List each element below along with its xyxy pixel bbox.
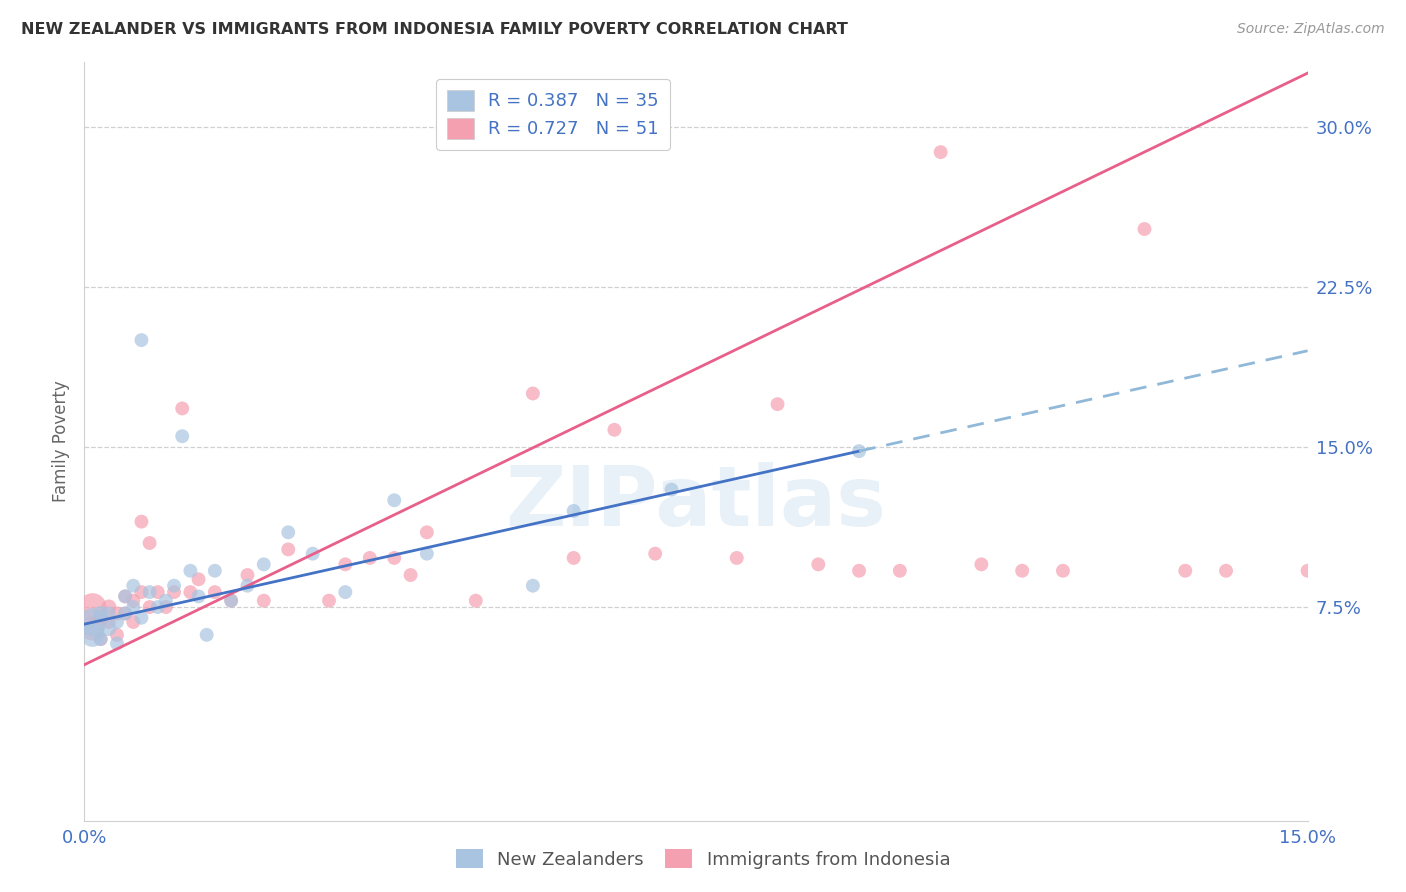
Point (848, 444, 870, 458)
Point (725, 550, 748, 565)
Point (187, 572, 209, 586)
Point (146, 600, 169, 615)
Point (146, 585, 169, 599)
Point (562, 504, 585, 518)
Point (1011, 564, 1033, 578)
Point (253, 593, 276, 607)
Point (138, 536, 160, 550)
Point (179, 564, 201, 578)
Point (236, 568, 259, 582)
Point (236, 579, 259, 593)
Point (138, 600, 160, 615)
Point (114, 607, 136, 621)
Point (131, 611, 153, 625)
Point (562, 550, 585, 565)
Point (929, 145, 952, 160)
Point (416, 525, 439, 540)
Point (122, 579, 145, 593)
Text: NEW ZEALANDER VS IMMIGRANTS FROM INDONESIA FAMILY POVERTY CORRELATION CHART: NEW ZEALANDER VS IMMIGRANTS FROM INDONES… (21, 22, 848, 37)
Point (114, 590, 136, 604)
Legend: New Zealanders, Immigrants from Indonesia: New Zealanders, Immigrants from Indonesi… (449, 841, 957, 876)
Point (253, 558, 276, 572)
Point (848, 564, 870, 578)
Point (318, 593, 340, 607)
Point (138, 585, 160, 599)
Point (219, 593, 242, 607)
Point (1133, 222, 1156, 236)
Point (382, 493, 405, 508)
Point (766, 397, 789, 411)
Point (90, 611, 112, 625)
Point (122, 615, 145, 629)
Point (105, 615, 128, 629)
Point (889, 564, 911, 578)
Text: ZIPatlas: ZIPatlas (506, 462, 886, 542)
Point (131, 585, 153, 599)
Point (172, 429, 194, 443)
Point (522, 386, 544, 401)
Point (195, 628, 218, 642)
Point (122, 593, 145, 607)
Point (90, 632, 112, 646)
Point (301, 547, 323, 561)
Point (335, 585, 357, 599)
Point (399, 568, 422, 582)
Point (219, 593, 242, 607)
Point (114, 590, 136, 604)
Point (464, 593, 486, 607)
Point (1052, 564, 1074, 578)
Point (82, 628, 104, 642)
Point (179, 585, 201, 599)
Point (97, 600, 120, 615)
Point (204, 564, 226, 578)
Point (644, 547, 666, 561)
Point (105, 628, 128, 642)
Point (661, 483, 683, 497)
Point (359, 550, 381, 565)
Point (90, 632, 112, 646)
Point (163, 585, 186, 599)
Point (155, 600, 177, 615)
Point (603, 423, 626, 437)
Point (82, 622, 104, 636)
Point (204, 585, 226, 599)
Point (105, 607, 128, 621)
Point (335, 558, 357, 572)
Point (807, 558, 830, 572)
Point (1296, 564, 1319, 578)
Point (82, 615, 104, 629)
Point (416, 547, 439, 561)
Point (1215, 564, 1237, 578)
Point (97, 622, 120, 636)
Point (163, 579, 186, 593)
Point (277, 525, 299, 540)
Point (90, 607, 112, 621)
Point (382, 550, 405, 565)
Legend: R = 0.387   N = 35, R = 0.727   N = 51: R = 0.387 N = 35, R = 0.727 N = 51 (436, 79, 669, 150)
Point (1174, 564, 1197, 578)
Point (97, 615, 120, 629)
Point (155, 593, 177, 607)
Point (131, 515, 153, 529)
Point (172, 401, 194, 416)
Y-axis label: Family Poverty: Family Poverty (52, 381, 70, 502)
Text: Source: ZipAtlas.com: Source: ZipAtlas.com (1237, 22, 1385, 37)
Point (97, 607, 120, 621)
Point (277, 542, 299, 557)
Point (105, 636, 128, 650)
Point (970, 558, 993, 572)
Point (131, 333, 153, 347)
Point (122, 600, 145, 615)
Point (522, 579, 544, 593)
Point (187, 590, 209, 604)
Point (114, 607, 136, 621)
Point (82, 600, 104, 615)
